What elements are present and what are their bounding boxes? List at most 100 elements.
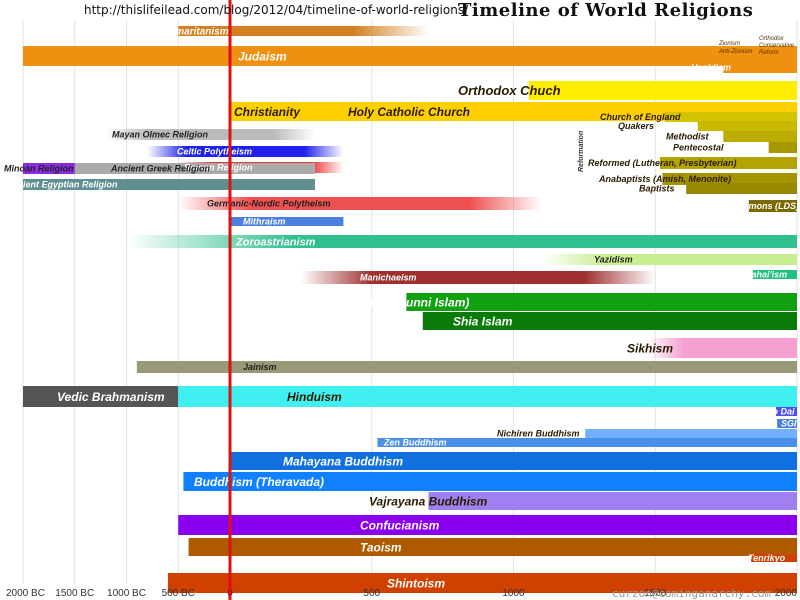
bar-label: Tenrikyo [748,553,786,563]
bar-cao-dai [776,407,797,416]
bar-label: Zen Buddhism [383,438,447,448]
bar-label: Yazidism [594,255,633,265]
bar-label: SGI [781,419,797,429]
bar-label: Church of England [600,112,681,122]
bar-germanic-nordic-polytheism [178,197,542,210]
annotation-conservative: Conservative [759,43,795,49]
bar-ancient-egyptian-religion [23,179,316,190]
x-tick-label: 1000 BC [107,588,146,599]
bar-label: Baptists [639,184,675,194]
bar-label: Sikhism [627,341,673,355]
bar-sikhism [646,338,797,358]
bar-label: Minoan Religion [4,164,74,174]
bar-bahai-ism [752,270,797,279]
bar-label: Orthodox Chuch [458,83,561,98]
bar-church-of-england [664,112,797,122]
bar-baptists [686,183,797,194]
bar-label: Hasidism [691,63,731,73]
x-tick-label: 2000 BC [6,588,45,599]
annotation-anti-zionism: Anti-Zionism [718,49,752,55]
bar-samaritanism [178,26,429,36]
bar-label: Hinduism [287,390,342,404]
bar-label: Mayan Olmec Religion [112,130,209,140]
bar-confucianism [178,515,797,535]
annotation-reform: Reform [759,50,779,56]
bar-label: Confucianism [360,518,440,532]
bar-label: Vedic Brahmanism [57,390,165,404]
credit-email: curzon@cominganarchy.com [612,587,771,600]
bar-mormons-lds [748,200,797,212]
bar-ancient-greek-religion [74,163,316,174]
bar-label: Anabaptists (Amish, Menonite) [598,174,731,184]
bar-label: Ancient Egyptian Religion [5,180,118,190]
bar-anabaptists-amish-menonite [662,173,797,185]
bar-label: Mithraism [243,217,286,227]
bar-hinduism [178,386,797,407]
bar-hasidism [723,62,797,73]
bar-mayan-olmec-religion [105,129,316,140]
bar-label: Shintoism [387,576,445,590]
annotation-orthodox: Orthodox [759,36,785,42]
bar-manichaeism [300,271,656,284]
bar-label: Shia Islam [453,314,513,328]
bar-zen-buddhism [377,438,797,447]
x-tick-label: 1000 [502,588,525,599]
x-tick-label: 1500 BC [55,588,94,599]
annotations: Zionism Anti-Zionism Orthodox Conservati… [578,36,795,172]
bar-celtic-polytheism [147,146,344,157]
bar-label: Islam (Sunni Islam) [360,295,469,309]
bar-label: Buddhism (Theravada) [194,475,324,489]
bar-label: Mahayana Buddhism [283,454,403,468]
x-tick-label: 2000 [775,588,798,599]
bar-quakers [697,121,797,131]
annotation-reformation: Reformation [578,131,585,172]
bar-mahayana-buddhism [230,452,797,470]
bar-orthodox-chuch [528,81,797,100]
bar-methodist [723,131,797,142]
bar-label: Nichiren Buddhism [497,429,580,439]
bar-label: Cao Dai [761,407,795,417]
bar-shintoism [167,573,797,593]
bar-label: Manichaeism [360,273,417,283]
bar-label: Zoroastrianism [235,236,316,248]
bar-label: Judaism [238,49,287,63]
bar-taoism [188,538,798,556]
bar-reformed-lutheran-presbyterian [660,157,797,169]
bar-christianity [230,102,797,121]
bar-tenrikyo [751,554,797,562]
bar-pentecostal [768,142,797,153]
x-tick-label: 500 BC [162,588,195,599]
bar-label: Pentecostal [673,143,724,153]
bar-mithraism [230,217,344,226]
bar-sgi [777,419,797,428]
bar-label: Reformed (Lutheran, Presbyterian) [588,158,737,168]
bar-nichiren-buddhism [585,429,797,438]
bar-vedic-brahmanism [23,386,179,407]
bar-buddhism-theravada [183,472,798,491]
bar-label: Germanic-Nordic Polytheism [207,199,331,209]
bar-label: Methodist [666,132,709,142]
bar-label: Quakers [618,121,654,131]
timeline-bars: Samaritanism Judaism Hasidism Orthodox Chuc… [4,26,799,593]
bar-label: Ancient Greek Religion [110,164,211,174]
source-url[interactable]: http://thislifeilead.com/blog/2012/04/ti… [84,3,469,17]
bar-minoan-religion [23,163,117,174]
bar-label: Christianity [234,105,301,119]
bar-label: Holy Catholic Church [348,105,470,119]
bar-jainism [136,361,798,373]
bar-vajrayana-buddhism [428,492,797,510]
bar-label: Mormons (LDS) [732,201,799,211]
bar-shia-islam [422,312,797,330]
annotation-zionism: Zionism [718,41,740,47]
bar-label: Samaritanism [163,27,229,38]
bar-judaism [23,46,797,66]
x-tick-label: 1500 [644,588,667,599]
bar-islam-sunni-islam [406,293,797,311]
page-title: Timeline of World Religions [458,0,754,21]
bar-label: Jainism [243,362,277,372]
bar-zoroastrianism [126,235,797,248]
bar-yazidism [541,254,797,265]
bar-label: Taoism [360,540,402,554]
x-tick-label: 500 [363,588,380,599]
